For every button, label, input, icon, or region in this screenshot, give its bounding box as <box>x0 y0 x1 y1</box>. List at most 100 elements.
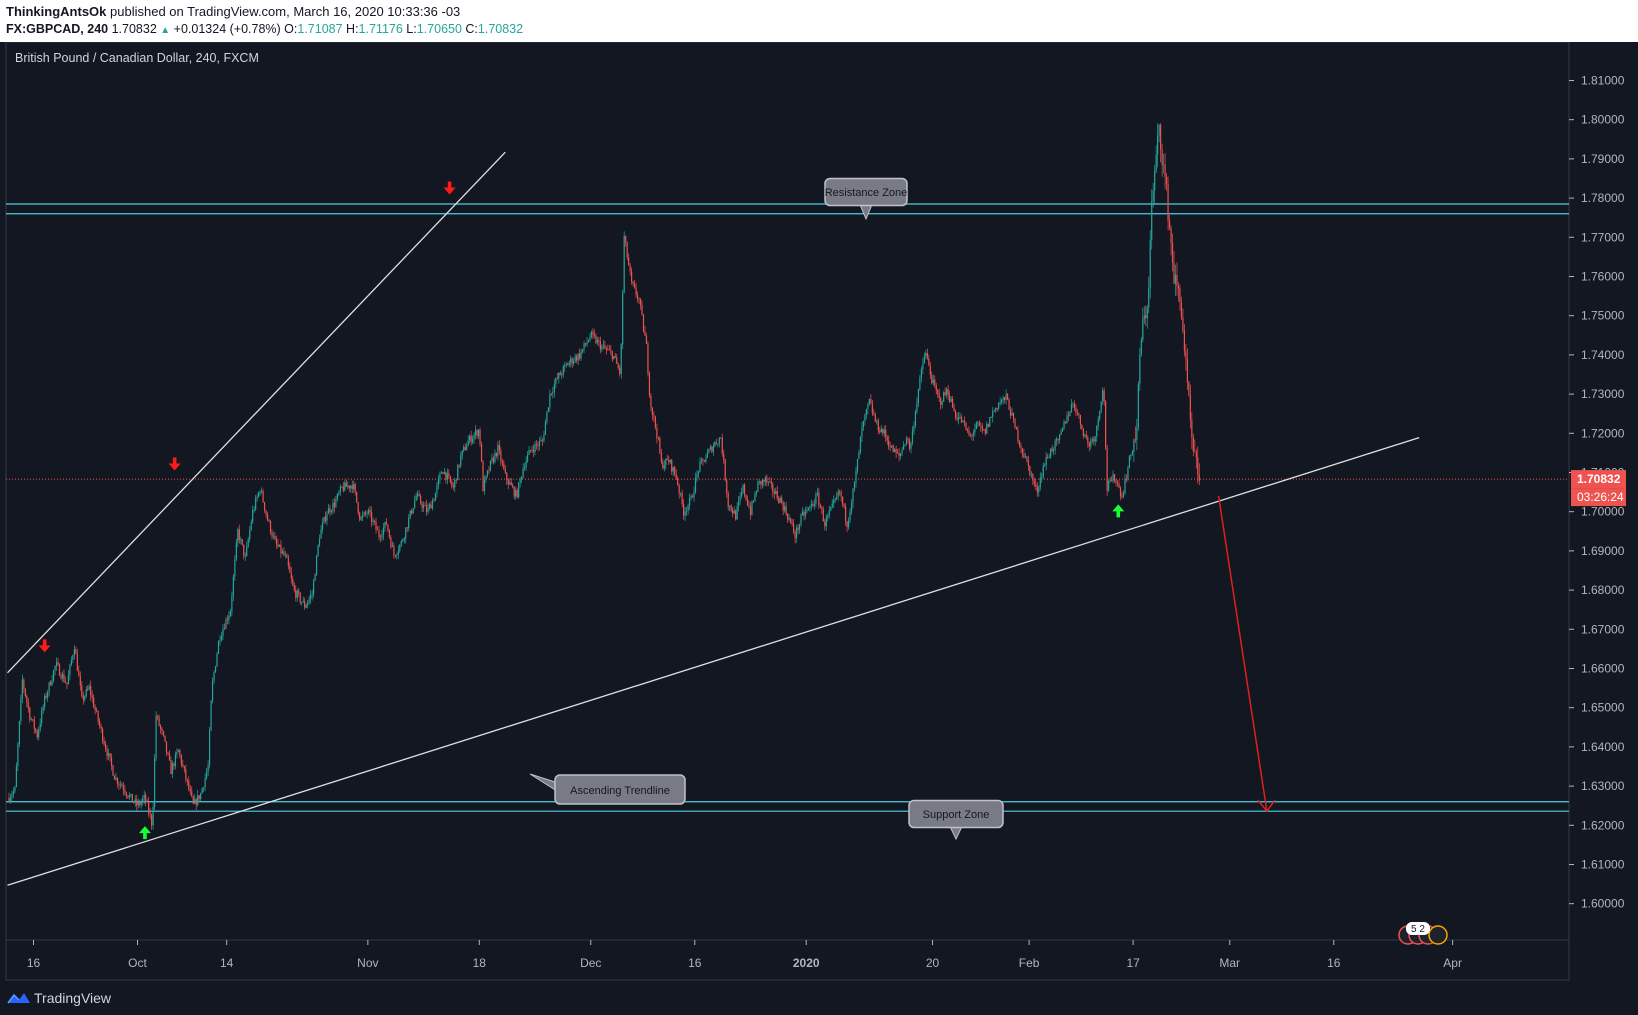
candle-body <box>721 437 723 454</box>
author-name[interactable]: ThinkingAntsOk <box>6 4 107 19</box>
upper-trendline <box>7 151 506 674</box>
candle-body <box>751 501 753 515</box>
price-tick-label: 1.78000 <box>1581 191 1625 205</box>
candle-body <box>717 443 719 445</box>
candle-body <box>1073 403 1076 408</box>
candle-body <box>1188 382 1190 395</box>
candle-body <box>186 779 188 781</box>
candle-body <box>177 749 179 753</box>
candle-body <box>87 689 89 690</box>
candle-body <box>82 695 84 700</box>
price-tick-label: 1.81000 <box>1581 74 1625 88</box>
candle-body <box>448 473 450 477</box>
time-axis[interactable]: 16 Oct 14 Nov 18 Dec 16 2020 20 Feb 17 Mar 16 Apr <box>27 940 1462 970</box>
candle-body <box>966 429 969 431</box>
candle-body <box>24 688 26 696</box>
tradingview-brand[interactable]: TradingView <box>34 990 112 1006</box>
candle-body <box>654 416 656 428</box>
price-axis[interactable]: 1.81000 1.80000 1.79000 1.78000 1.77000 1.760… <box>1569 74 1626 911</box>
candle-body <box>923 355 925 364</box>
candle-body <box>356 491 358 503</box>
candle-body <box>472 438 474 443</box>
candle-body <box>418 494 420 497</box>
candle-body <box>142 798 144 802</box>
time-tick-label: 16 <box>27 956 41 970</box>
candle-body <box>452 485 454 488</box>
candle-body <box>1115 480 1117 483</box>
candle-body <box>486 470 489 476</box>
candle-body <box>965 422 967 430</box>
candle-body <box>295 589 297 598</box>
candle-body <box>892 445 894 453</box>
price-chart[interactable]: British Pound / Canadian Dollar, 240, FX… <box>0 42 1638 982</box>
price-tick-label: 1.63000 <box>1581 779 1625 793</box>
candle-body <box>256 496 258 499</box>
candle-body <box>623 235 625 293</box>
candle-body <box>1119 487 1122 497</box>
candle-body <box>975 422 977 429</box>
candle-body <box>57 662 59 665</box>
candle-body <box>91 695 93 698</box>
candle-body <box>509 482 511 485</box>
time-tick-label: 2020 <box>793 956 820 970</box>
candle-body <box>564 365 566 367</box>
candle-body <box>1085 434 1087 438</box>
candle-body <box>669 459 671 463</box>
tradingview-logo-icon[interactable] <box>6 990 32 1006</box>
price-tick-label: 1.79000 <box>1581 152 1625 166</box>
candle-body <box>1054 440 1056 450</box>
candle-body <box>21 679 23 699</box>
candle-body <box>414 500 416 509</box>
candle-body <box>968 430 970 435</box>
candle-body <box>381 535 383 538</box>
candle-body <box>648 373 651 396</box>
candle-body <box>158 716 160 726</box>
candle-body <box>528 450 530 455</box>
candle-body <box>570 358 572 363</box>
candle-body <box>1035 484 1037 487</box>
candle-body <box>868 398 870 405</box>
candle-body <box>359 512 361 520</box>
candle-body <box>599 341 602 350</box>
candle-body <box>445 471 447 480</box>
candle-body <box>268 520 270 522</box>
candle-body <box>1048 456 1050 458</box>
candle-body <box>58 664 61 676</box>
candle-body <box>1157 135 1159 155</box>
candle-body <box>827 515 829 518</box>
candle-body <box>246 545 248 556</box>
candle-body <box>317 545 319 556</box>
candle-body <box>540 440 542 442</box>
candle-body <box>165 741 168 753</box>
candle-body <box>204 777 206 788</box>
candle-body <box>131 793 133 802</box>
flag-icon <box>1428 925 1448 945</box>
event-count: 5 2 <box>1411 924 1425 935</box>
candle-body <box>513 487 515 497</box>
candle-body <box>372 520 374 522</box>
candle-body <box>431 500 434 509</box>
green-up-arrow-icon <box>138 826 151 840</box>
candle-body <box>842 496 844 505</box>
candle-body <box>439 473 441 479</box>
candle-body <box>730 505 732 511</box>
candle-body <box>318 538 321 546</box>
candle-body <box>385 521 388 525</box>
candle-body <box>739 495 741 502</box>
candle-body <box>1005 394 1007 400</box>
candle-body <box>188 780 190 790</box>
candle-body <box>9 797 12 801</box>
candle-body <box>1023 453 1025 458</box>
candle-body <box>901 449 903 454</box>
candle-body <box>516 490 518 498</box>
candle-body <box>198 795 200 800</box>
candle-body <box>79 676 81 686</box>
candle-body <box>195 799 197 805</box>
candle-body <box>298 590 300 594</box>
candle-body <box>29 707 31 720</box>
candle-body <box>366 513 368 515</box>
candle-body <box>176 752 178 755</box>
candle-body <box>745 494 747 500</box>
candle-body <box>1039 477 1041 488</box>
candle-body <box>1109 480 1111 482</box>
